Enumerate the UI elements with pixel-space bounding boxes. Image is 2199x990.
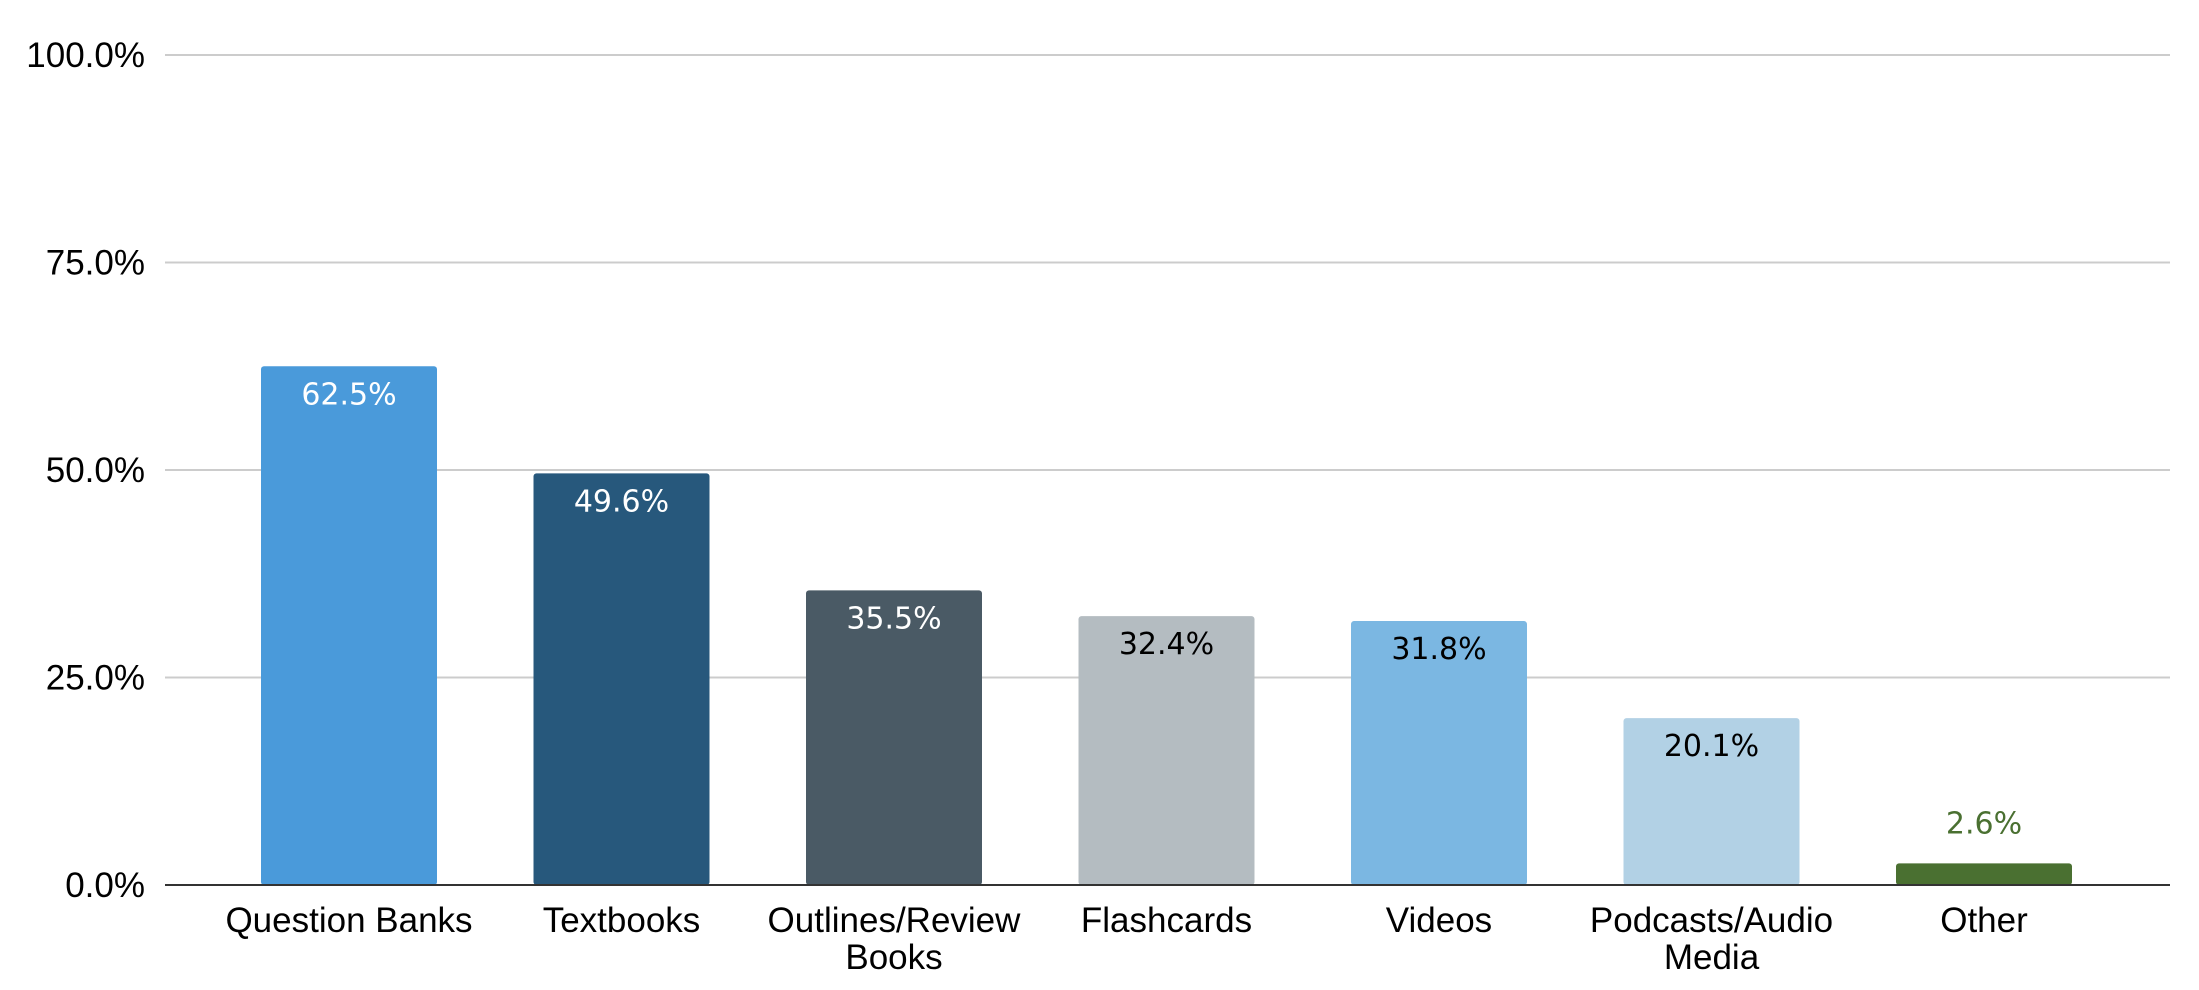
y-tick-label: 50.0% bbox=[46, 451, 145, 490]
x-category-label-line: Books bbox=[845, 938, 942, 977]
x-category-label: Textbooks bbox=[543, 901, 701, 940]
x-category-label-line: Outlines/Review bbox=[768, 901, 1022, 940]
bar bbox=[1078, 616, 1255, 885]
x-category-label: Flashcards bbox=[1081, 901, 1252, 940]
x-category-label-line: Videos bbox=[1386, 901, 1492, 940]
bar bbox=[1896, 863, 2072, 885]
bar bbox=[1623, 718, 1800, 885]
y-tick-label: 100.0% bbox=[26, 36, 145, 75]
x-axis-category-labels: Question Banks Textbooks Outlines/Review Bo… bbox=[225, 901, 2028, 977]
x-category-label-line: Textbooks bbox=[543, 901, 701, 940]
x-category-label-line: Media bbox=[1664, 938, 1760, 977]
x-category-label: Videos bbox=[1386, 901, 1492, 940]
x-category-label-line: Question Banks bbox=[225, 901, 472, 940]
x-category-label: Outlines/Review Books bbox=[768, 901, 1022, 977]
bar-value-label: 49.6% bbox=[574, 484, 669, 519]
x-category-label-line: Podcasts/Audio bbox=[1590, 901, 1833, 940]
x-category-label-line: Other bbox=[1940, 901, 2028, 940]
gridlines bbox=[165, 54, 2170, 679]
y-axis-tick-labels: 0.0% 25.0% 50.0% 75.0% 100.0% bbox=[26, 36, 145, 905]
x-category-label: Question Banks bbox=[225, 901, 472, 940]
bar bbox=[1351, 621, 1527, 885]
bar-value-label: 32.4% bbox=[1119, 627, 1214, 662]
x-category-label: Other bbox=[1940, 901, 2028, 940]
x-category-label: Podcasts/Audio Media bbox=[1590, 901, 1833, 977]
y-tick-label: 25.0% bbox=[46, 659, 145, 698]
bar bbox=[806, 590, 982, 885]
x-category-label-line: Flashcards bbox=[1081, 901, 1252, 940]
bar-value-labels: 62.5% 49.6% 35.5% 32.4% 31.8% 20.1% 2.6% bbox=[301, 377, 2022, 841]
bar bbox=[533, 473, 710, 885]
bar-value-label: 31.8% bbox=[1391, 632, 1486, 667]
bar bbox=[261, 366, 437, 885]
bar-value-label: 35.5% bbox=[846, 601, 941, 636]
bar-value-label: 62.5% bbox=[301, 377, 396, 412]
bar-value-label: 20.1% bbox=[1664, 729, 1759, 764]
bars bbox=[261, 366, 2072, 885]
y-tick-label: 75.0% bbox=[46, 244, 145, 283]
bar-value-label: 2.6% bbox=[1946, 806, 2022, 841]
y-tick-label: 0.0% bbox=[65, 866, 145, 905]
